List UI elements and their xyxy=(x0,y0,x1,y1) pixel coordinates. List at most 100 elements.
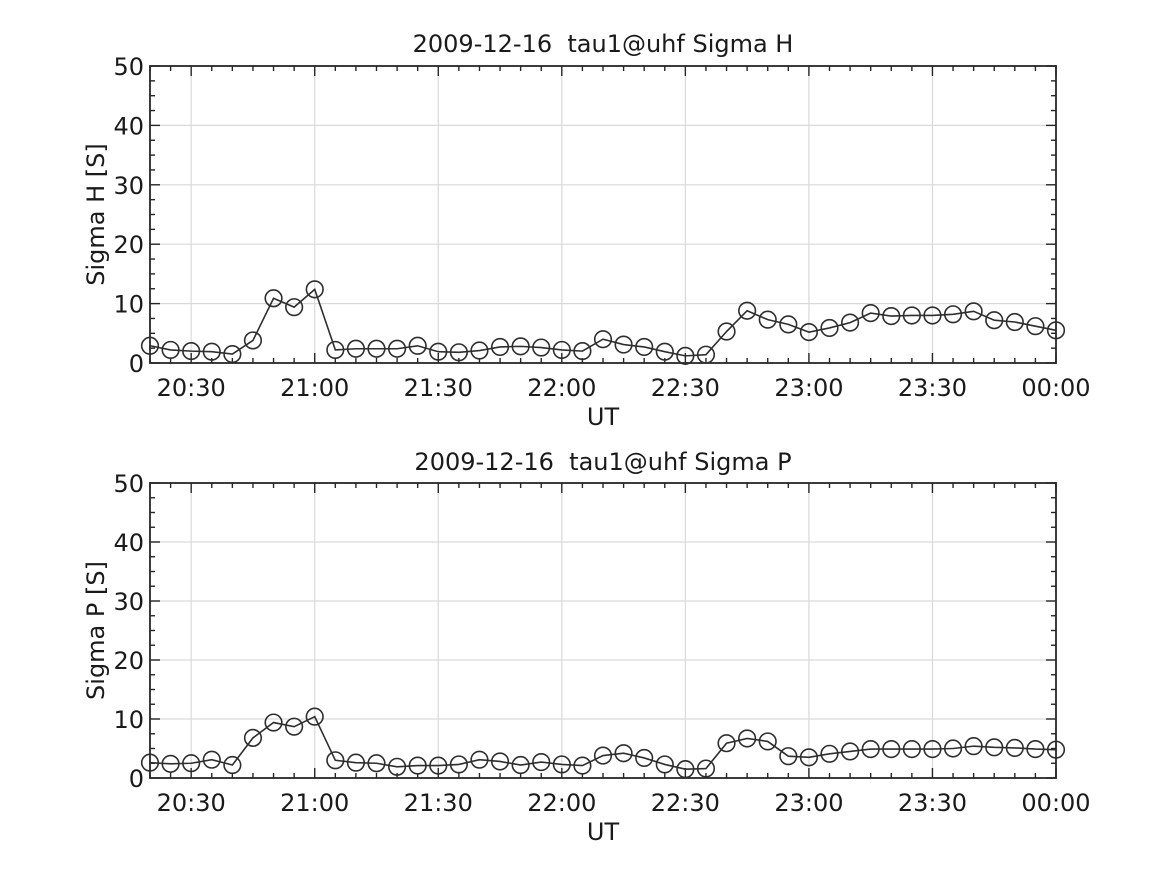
data-point-marker xyxy=(779,315,798,334)
x-tick-label: 23:30 xyxy=(898,374,967,402)
plot-sigma-h: 20:30 21:00 21:30 22:00 22:30 23:00 23:30 00:00… xyxy=(113,53,1090,402)
data-point-marker xyxy=(964,737,983,756)
data-point-marker xyxy=(779,747,798,766)
data-point-marker xyxy=(264,289,283,308)
x-tick-label: 22:00 xyxy=(527,789,596,817)
plot-sigma-p: 20:30 21:00 21:30 22:00 22:30 23:00 23:30 00:00… xyxy=(113,470,1090,817)
data-point-marker xyxy=(614,335,633,354)
data-point-marker xyxy=(490,337,510,357)
data-point-marker xyxy=(470,750,489,769)
data-point-marker xyxy=(985,738,1004,757)
data-point-marker xyxy=(346,753,366,772)
data-point-marker xyxy=(655,342,674,361)
data-point-marker xyxy=(243,728,263,747)
data-point-marker xyxy=(387,757,407,776)
data-point-marker xyxy=(305,707,324,726)
data-point-marker xyxy=(326,751,345,770)
grid-lines xyxy=(150,483,1057,778)
x-tick-label: 20:30 xyxy=(157,374,226,402)
data-point-marker xyxy=(1046,740,1066,759)
data-point-marker xyxy=(367,754,386,773)
data-point-marker xyxy=(408,336,427,355)
data-point-marker xyxy=(532,338,551,357)
x-tick-label: 23:00 xyxy=(774,374,843,402)
data-point-marker xyxy=(923,739,942,759)
data-point-marker xyxy=(635,337,654,357)
x-tick-label: 00:00 xyxy=(1021,789,1090,817)
data-point-marker xyxy=(161,340,180,360)
x-tick-label: 21:30 xyxy=(404,789,473,817)
data-point-marker xyxy=(985,311,1004,330)
x-tick-label: 00:00 xyxy=(1021,374,1090,402)
data-point-marker xyxy=(861,739,880,759)
data-point-marker xyxy=(202,750,221,769)
data-point-marker xyxy=(717,322,736,341)
data-point-marker xyxy=(408,756,427,775)
data-point-marker xyxy=(696,345,716,364)
data-point-marker xyxy=(758,732,777,751)
data-point-marker xyxy=(758,310,777,329)
data-point-marker xyxy=(326,340,345,360)
data-point-marker xyxy=(449,755,468,774)
data-point-marker xyxy=(593,330,613,349)
data-point-marker xyxy=(449,343,468,362)
data-point-marker xyxy=(182,754,201,773)
data-point-marker xyxy=(285,298,304,317)
data-point-marker xyxy=(243,331,263,350)
data-point-marker xyxy=(223,344,242,364)
axes-box xyxy=(149,482,1057,779)
data-point-marker xyxy=(511,755,530,775)
x-tick-label: 22:30 xyxy=(651,374,720,402)
data-point-marker xyxy=(923,306,942,325)
x-tick-labels: 20:30 21:00 21:30 22:00 22:30 23:00 23:30 00:00 xyxy=(157,374,1091,402)
x-tick-label: 22:00 xyxy=(527,374,596,402)
data-point-marker xyxy=(696,759,716,778)
data-point-marker xyxy=(902,739,921,759)
data-point-marker xyxy=(1005,312,1024,332)
data-point-marker xyxy=(840,742,860,761)
y-tick-labels: 0 10 20 30 40 50 xyxy=(113,53,144,378)
data-point-marker xyxy=(738,301,757,320)
data-point-marker xyxy=(1005,738,1024,758)
data-point-marker xyxy=(861,304,880,323)
x-tick-label: 23:30 xyxy=(898,789,967,817)
data-point-marker xyxy=(820,318,839,338)
y-tick-label: 20 xyxy=(113,231,144,259)
data-point-marker xyxy=(202,342,221,361)
data-point-marker xyxy=(490,752,510,771)
data-point-marker xyxy=(1046,321,1066,340)
data-point-marker xyxy=(799,323,819,342)
data-point-marker xyxy=(552,340,571,360)
data-line-sigma-h xyxy=(149,287,1057,357)
x-tick-label: 22:30 xyxy=(651,789,720,817)
data-point-marker xyxy=(943,739,963,758)
data-point-marker xyxy=(902,306,921,325)
data-point-marker xyxy=(367,339,386,358)
plot-sigma-p-xlabel: UT xyxy=(587,818,620,846)
data-point-marker xyxy=(140,336,160,355)
plot-sigma-p-ylabel: Sigma P [S] xyxy=(82,561,110,700)
y-tick-label: 0 xyxy=(129,350,144,378)
plot-sigma-h-labels: 2009-12-16 tau1@uhf Sigma H Sigma H [S] … xyxy=(82,30,793,431)
data-point-marker xyxy=(552,755,571,774)
data-point-marker xyxy=(264,713,283,732)
y-tick-labels: 0 10 20 30 40 50 xyxy=(113,470,144,793)
data-point-marker xyxy=(161,754,180,773)
data-point-marker xyxy=(573,342,592,361)
data-point-marker xyxy=(429,756,448,775)
data-point-marker xyxy=(840,313,860,332)
data-point-marker xyxy=(1026,739,1045,759)
y-tick-label: 30 xyxy=(113,588,144,616)
plot-sigma-h-title: 2009-12-16 tau1@uhf Sigma H xyxy=(413,30,794,58)
plot-sigma-p-labels: 2009-12-16 tau1@uhf Sigma P Sigma P [S] … xyxy=(82,448,792,846)
data-point-marker xyxy=(635,748,654,768)
y-tick-label: 30 xyxy=(113,172,144,200)
x-tick-label: 21:30 xyxy=(404,374,473,402)
data-point-marker xyxy=(470,341,489,360)
plot-sigma-h-ylabel: Sigma H [S] xyxy=(82,143,110,286)
data-point-marker xyxy=(676,346,695,365)
data-point-marker xyxy=(346,339,366,358)
data-point-marker xyxy=(305,280,324,299)
data-point-marker xyxy=(573,756,592,775)
data-point-marker xyxy=(964,302,983,321)
